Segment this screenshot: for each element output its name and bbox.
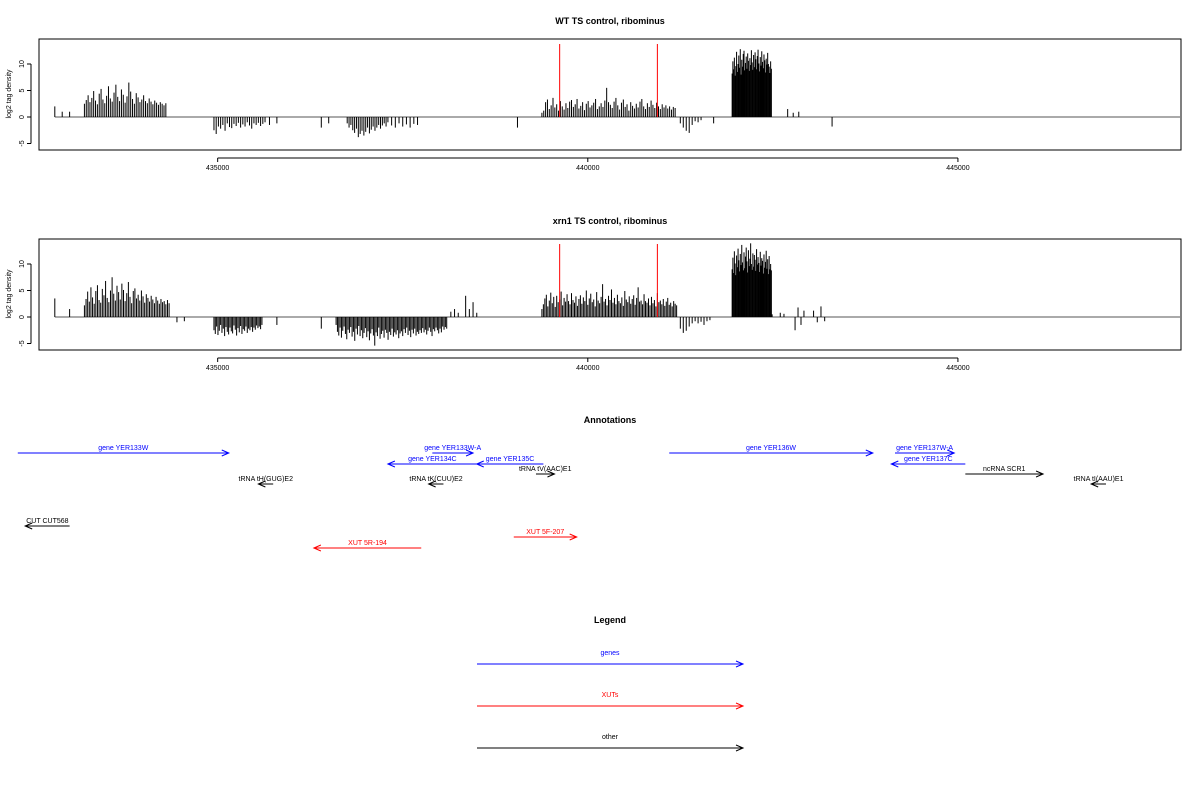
legend-label: XUTs (602, 692, 619, 699)
xrn1-x-tick-label: 435000 (206, 365, 229, 372)
annotation-label: gene YER135C (486, 456, 535, 463)
annotation-arrow-head (1035, 470, 1045, 478)
annotation-label: tRNA tV(AAC)E1 (519, 466, 572, 473)
xrn1-y-axis-label: log2 tag density (6, 269, 13, 319)
annotation-arrow-head (1089, 480, 1099, 488)
annotation-items: gene YER133W gene YER133W-A gene YER134C ge… (17, 445, 1124, 552)
legend-label: other (602, 734, 619, 741)
annotation-arrow-head (547, 470, 556, 478)
annotation-arrow-head (890, 460, 899, 468)
xrn1-track-panel: xrn1 TS control, ribominus log2 tag dens… (6, 216, 1182, 372)
wt-y-tick-label: 10 (19, 60, 26, 68)
annotation-label: tRNA tI(AAU)E1 (1074, 476, 1124, 483)
annotation-label: gene YER137W-A (896, 445, 953, 452)
legend-title: Legend (594, 615, 626, 625)
annotation-label: CUT CUT568 (26, 518, 68, 525)
annotation-label: tRNA tK(CUU)E2 (409, 476, 462, 483)
wt-y-tick-label: -5 (19, 140, 26, 146)
annotation-arrow-head (312, 544, 322, 552)
xrn1-x-tick-label: 445000 (946, 365, 969, 372)
wt-track-title: WT TS control, ribominus (555, 16, 665, 26)
xrn1-x-tick-label: 440000 (576, 365, 599, 372)
annotation-arrow-head (569, 533, 578, 541)
annotation-label: ncRNA SCR1 (983, 466, 1026, 473)
annotation-label: gene YER137C (904, 456, 953, 463)
xrn1-y-tick-label: -5 (19, 340, 26, 346)
annotation-arrow-head (865, 449, 875, 457)
wt-x-tick-label: 445000 (946, 165, 969, 172)
xrn1-track-title: xrn1 TS control, ribominus (553, 216, 668, 226)
annotation-label: XUT 5F-207 (526, 529, 564, 536)
legend-arrow-head (735, 744, 745, 752)
xrn1-y-tick-label: 10 (19, 260, 26, 268)
annotation-label: gene YER134C (408, 456, 457, 463)
wt-y-tick-label: 5 (19, 88, 26, 92)
annotations-title: Annotations (584, 415, 637, 425)
annotation-label: gene YER133W (98, 445, 148, 452)
wt-track-panel: WT TS control, ribominus log2 tag densit… (6, 16, 1182, 172)
legend-label: genes (600, 650, 620, 657)
xrn1-y-tick-label: 5 (19, 288, 26, 292)
xrn1-axes: -5 0 5 10 435000 440000 445000 (19, 260, 970, 372)
wt-plot-frame (38, 38, 1182, 151)
wt-data-bars (54, 44, 1180, 138)
annotation-arrow-head (386, 460, 396, 468)
xrn1-y-tick-label: 0 (19, 315, 26, 319)
legend: genes XUTs other (477, 650, 745, 752)
xrn1-plot-frame (38, 238, 1182, 351)
annotation-label: gene YER136W (746, 445, 796, 452)
wt-x-tick-label: 435000 (206, 165, 229, 172)
annotation-arrow-head (257, 480, 266, 488)
wt-y-axis-label: log2 tag density (6, 69, 13, 119)
annotation-label: XUT 5R-194 (348, 540, 387, 547)
legend-arrow-head (735, 660, 745, 668)
annotation-arrow-head (221, 449, 231, 457)
xrn1-data-bars (54, 243, 1180, 346)
annotation-arrow-head (465, 449, 475, 457)
wt-y-tick-label: 0 (19, 115, 26, 119)
annotation-arrow-head (947, 449, 956, 457)
annotation-label: gene YER133W-A (424, 445, 481, 452)
wt-axes: -5 0 5 10 435000 440000 445000 (19, 60, 970, 172)
wt-x-tick-label: 440000 (576, 165, 599, 172)
annotation-label: tRNA tH(GUG)E2 (239, 476, 294, 483)
annotation-arrow-head (427, 480, 436, 488)
legend-arrow-head (735, 702, 745, 710)
annotation-arrow-head (23, 522, 33, 530)
annotation-arrow-head (475, 460, 484, 468)
